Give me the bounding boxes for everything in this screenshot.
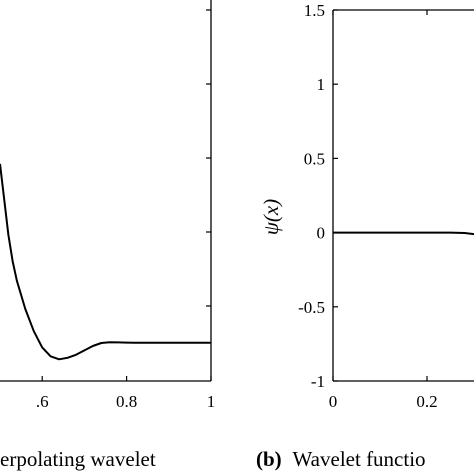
- panel-b-x-tick-label: 0.2: [416, 392, 437, 411]
- panel-b-y-tick-label: -0.5: [298, 298, 325, 317]
- panel-a-series-line: [0, 163, 211, 361]
- panel-a-x-tick-label: .6: [36, 392, 49, 411]
- panel-a-x-tick-label: 1: [207, 392, 216, 411]
- panel-b-y-tick-label: -1: [311, 372, 325, 391]
- panel-b-y-tick-label: 1: [317, 75, 326, 94]
- panel-b-caption: (b) Wavelet functio: [256, 447, 426, 471]
- panel-b-chart: -1 -0.5 0 0.5 1 1.5 0 0.2: [298, 1, 474, 411]
- panel-a-caption: erpolating wavelet: [0, 447, 156, 471]
- panel-b-x-tick-label: 0: [329, 392, 338, 411]
- panel-b-y-tick-label: 0.5: [304, 149, 325, 168]
- panel-b-caption-label: (b): [256, 447, 282, 471]
- panel-b-series-line: [333, 231, 474, 236]
- panel-b-caption-text: Wavelet functio: [293, 447, 426, 471]
- panel-a-x-tick-label: 0.8: [116, 392, 137, 411]
- panel-b-y-tick-label: 0: [317, 224, 326, 243]
- panel-b-ylabel: ψ(x): [259, 199, 283, 235]
- panel-b-y-tick-label: 1.5: [304, 1, 325, 20]
- panel-a-chart: .6 0.8 1: [0, 0, 215, 411]
